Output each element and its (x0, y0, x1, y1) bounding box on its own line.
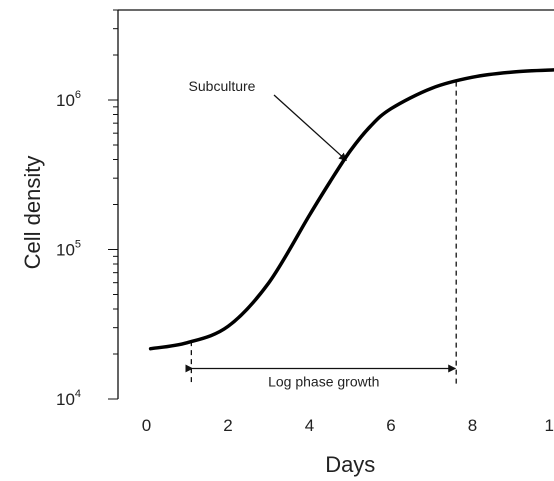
y-tick-label: 106 (56, 89, 81, 110)
growth-curve-line (148, 68, 554, 351)
subculture-label: Subculture (189, 78, 256, 94)
x-tick-label: 6 (386, 416, 395, 435)
x-tick-label: 0 (142, 416, 151, 435)
subculture-arrow (273, 94, 348, 161)
log-phase-label: Log phase growth (268, 373, 379, 389)
x-tick-label: 8 (468, 416, 477, 435)
x-tick-label: 2 (223, 416, 232, 435)
y-tick-label: 105 (56, 239, 81, 260)
y-tick-label: 104 (56, 388, 81, 409)
x-tick-label: 4 (305, 416, 314, 435)
y-axis-title: Cell density (20, 156, 45, 270)
x-tick-label: 10 (545, 416, 554, 435)
x-axis-title: Days (325, 452, 375, 477)
